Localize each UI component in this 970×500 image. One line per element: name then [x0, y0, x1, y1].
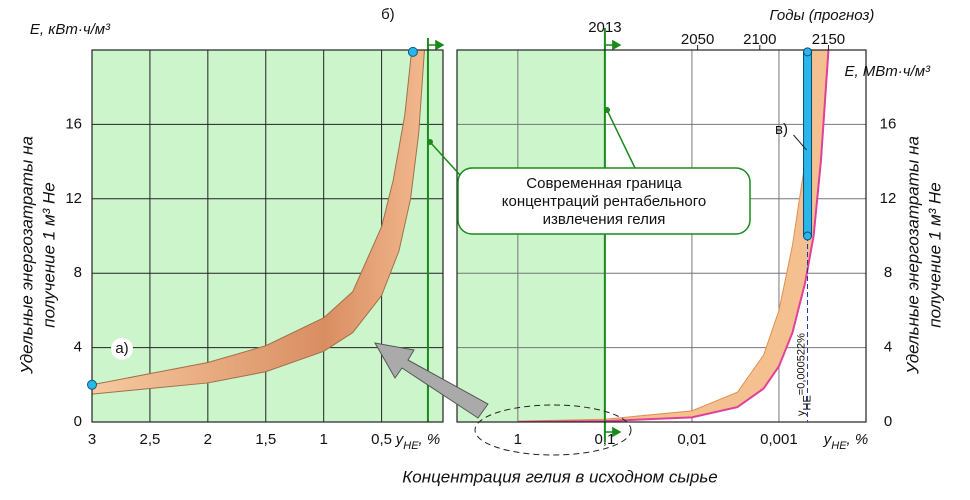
x-tick-label: 0,001	[760, 431, 798, 448]
y-axis-title: получение 1 м³ Не	[39, 182, 58, 328]
callout-text: концентраций рентабельного	[502, 193, 706, 210]
leader	[793, 134, 807, 151]
y-tick-label: 8	[74, 264, 82, 281]
y-tick-label: 0	[74, 413, 82, 430]
callout-text: Современная граница	[526, 175, 682, 192]
marker-label: yНЕ=0,000522%	[795, 333, 813, 416]
callout-dot	[604, 107, 610, 113]
x-tick-label: 1,5	[255, 431, 276, 448]
y-tick-label: 0	[884, 413, 892, 430]
y-axis-top-label: E, кВт·ч/м³	[30, 21, 111, 38]
boundary-arrow	[427, 39, 445, 51]
y-tick-label: 8	[884, 264, 892, 281]
point-label: а)	[115, 340, 128, 357]
callout-leader	[606, 109, 636, 169]
callout-text: извлечения гелия	[543, 211, 666, 228]
callout-leader	[429, 141, 461, 176]
band-fill	[92, 50, 425, 395]
x-tick-label: 3	[88, 431, 96, 448]
y-axis-top-label: E, МВт·ч/м³	[844, 63, 931, 80]
x-axis-label-part: , %	[847, 431, 869, 448]
x-tick-label: 0,5	[371, 431, 392, 448]
band-edge	[92, 50, 413, 386]
band-edge	[92, 50, 425, 395]
x-axis-label-part: , %	[419, 431, 441, 448]
x2-tick-label: 2150	[812, 31, 845, 48]
y-tick-label: 16	[65, 115, 82, 132]
boundary-arrow	[604, 39, 622, 51]
range-end	[803, 47, 813, 57]
x-tick-label: 2	[204, 431, 212, 448]
y-axis-title: Удельные энергозатраты на	[17, 136, 36, 375]
point	[407, 46, 418, 57]
x-axis-label-part: y	[823, 431, 833, 448]
point-label: б)	[381, 6, 395, 23]
x-axis-label-part: НЕ	[831, 440, 847, 452]
plot-frame	[456, 49, 867, 423]
label-bg	[111, 337, 133, 360]
highlight-ellipse	[474, 404, 632, 456]
boundary-arrow	[604, 426, 622, 438]
x-axis-label-part: y	[395, 431, 405, 448]
callout-box	[457, 167, 751, 235]
range-label: в)	[775, 121, 788, 138]
x-tick-label: 1	[320, 431, 328, 448]
callout-dot	[427, 139, 433, 145]
x-axis-label: yНЕ, %	[395, 431, 440, 452]
x2-tick-label: 2013	[588, 19, 621, 36]
x2-tick-label: 2100	[743, 31, 776, 48]
range-end	[803, 231, 813, 241]
y-axis-title: Удельные энергозатраты на	[903, 136, 922, 375]
x-tick-label: 1	[514, 431, 522, 448]
y-tick-label: 4	[74, 339, 82, 356]
range-bar	[803, 51, 813, 237]
y-tick-label: 12	[880, 190, 897, 207]
x-axis-title: Концентрация гелия в исходном сырье	[402, 467, 718, 486]
pointer-arrow	[374, 342, 489, 419]
band-edge	[517, 50, 830, 422]
y-tick-label: 12	[65, 190, 82, 207]
plot-frame	[91, 49, 444, 423]
point	[87, 379, 97, 390]
y-tick-label: 16	[880, 115, 897, 132]
y-axis-title: получение 1 м³ Не	[925, 182, 944, 328]
x-axis-label: yНЕ, %	[823, 431, 868, 452]
marker-label-part: НЕ	[801, 395, 813, 410]
x-axis-label-part: НЕ	[403, 440, 419, 452]
marker-label-part: y	[795, 410, 807, 416]
x-tick-label: 2,5	[139, 431, 160, 448]
y-tick-label: 4	[884, 339, 892, 356]
shade	[457, 50, 605, 422]
x-tick-label: 0,01	[677, 431, 706, 448]
marker-label-part: =0,000522%	[795, 333, 807, 395]
x2-axis-title: Годы (прогноз)	[770, 7, 875, 24]
x2-tick-label: 2050	[681, 31, 714, 48]
